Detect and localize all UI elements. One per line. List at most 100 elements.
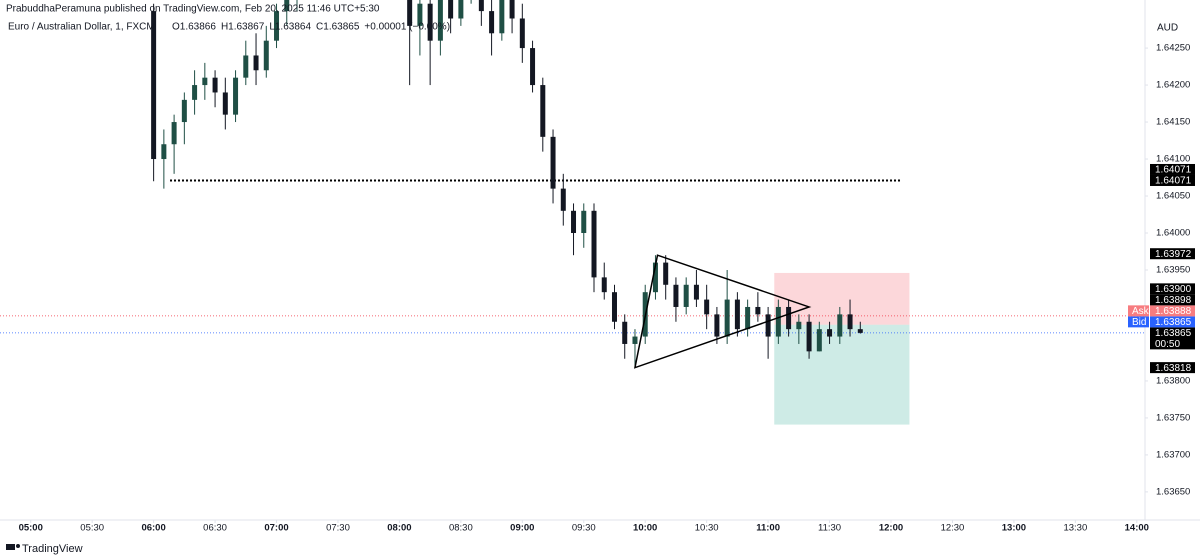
candle-body — [540, 85, 546, 137]
x-tick-label: 13:00 — [1002, 523, 1026, 534]
candle-body — [448, 0, 454, 19]
plot-area — [0, 0, 1145, 425]
candle-body — [581, 210, 587, 234]
candle-body — [427, 3, 433, 41]
ohlc-value: H1.63867 — [221, 22, 265, 33]
candle-body — [693, 284, 699, 300]
x-tick-label: 14:00 — [1125, 523, 1149, 534]
price-label: 1.63865 — [1155, 328, 1192, 339]
y-tick-label: 1.64200 — [1156, 80, 1190, 91]
price-label: 1.63972 — [1155, 249, 1192, 260]
price-label-box — [1150, 174, 1195, 186]
candle-body — [806, 321, 812, 352]
candle-body — [724, 299, 730, 337]
candle-body — [274, 11, 280, 41]
candle-body — [632, 336, 638, 344]
candle-body — [192, 85, 198, 100]
x-tick-label: 08:30 — [449, 523, 473, 534]
candle-body — [489, 11, 495, 34]
candle-body — [714, 314, 720, 337]
price-label: 1.63888 — [1155, 306, 1192, 317]
triangle-pattern — [633, 254, 812, 369]
x-tick-label: 07:30 — [326, 523, 350, 534]
candle-body — [478, 0, 484, 12]
candle-body — [571, 210, 577, 234]
candle-body — [458, 0, 464, 19]
x-tick-label: 11:00 — [756, 523, 780, 534]
price-label-box — [1150, 283, 1195, 295]
price-label-box — [1150, 163, 1195, 175]
candle-body — [704, 299, 710, 315]
ohlc-value: +0.00001 (−0.00%) — [364, 22, 450, 33]
candle-body — [734, 299, 740, 330]
candle-body — [775, 306, 781, 337]
y-tick-label: 1.63800 — [1156, 375, 1190, 386]
candle-body — [827, 329, 833, 337]
footer-logo: TradingView — [6, 543, 83, 555]
x-tick-label: 05:30 — [80, 523, 104, 534]
y-tick-label: 1.64150 — [1156, 117, 1190, 128]
candle-body — [663, 262, 669, 285]
candle-body — [683, 284, 689, 307]
price-label-box — [1150, 248, 1195, 260]
x-tick-label: 13:30 — [1063, 523, 1087, 534]
candle-body — [253, 55, 259, 71]
candle-body — [745, 306, 751, 330]
price-label: 1.63900 — [1155, 284, 1192, 295]
y-tick-label: 1.64100 — [1156, 154, 1190, 165]
candle-body — [437, 0, 443, 41]
price-tag: Ask — [1132, 306, 1150, 317]
price-label: 1.64071 — [1155, 176, 1192, 187]
price-label: 1.64071 — [1155, 165, 1192, 176]
candle-body — [786, 306, 792, 330]
candle-body — [611, 292, 617, 322]
y-tick-label: 1.63750 — [1156, 412, 1190, 423]
candle-body — [837, 314, 843, 337]
price-label: 1.63865 — [1155, 317, 1192, 328]
ohlc-value: L1.63864 — [269, 22, 311, 33]
symbol: Euro / Australian Dollar, 1, FXCM — [8, 22, 155, 33]
candle-body — [550, 136, 556, 189]
x-tick-label: 06:30 — [203, 523, 227, 534]
x-tick-label: 10:00 — [633, 523, 657, 534]
y-tick-label: 1.63700 — [1156, 449, 1190, 460]
target-zone — [774, 324, 910, 425]
publisher: PrabuddhaPeramuna published on TradingVi… — [6, 4, 380, 15]
candle-body — [499, 0, 505, 34]
x-tick-label: 09:00 — [510, 523, 534, 534]
candle-body — [212, 77, 218, 93]
candle-body — [161, 144, 167, 160]
candle-body — [765, 314, 771, 337]
currency: AUD — [1157, 23, 1178, 34]
candle-body — [243, 55, 249, 78]
price-label: 1.63898 — [1155, 295, 1192, 306]
x-tick-label: 05:00 — [19, 523, 43, 534]
candle-body — [519, 18, 525, 49]
candle-body — [857, 329, 863, 333]
candle-body — [151, 11, 157, 160]
y-tick-label: 1.63950 — [1156, 265, 1190, 276]
countdown: 00:50 — [1155, 339, 1180, 350]
price-label: 1.63818 — [1155, 363, 1192, 374]
price-tag-box — [1128, 316, 1149, 328]
y-tick-label: 1.64000 — [1156, 228, 1190, 239]
candle-body — [181, 99, 187, 123]
price-label-box — [1150, 316, 1195, 328]
x-tick-label: 06:00 — [141, 523, 165, 534]
ohlc-value: C1.63865 — [316, 22, 360, 33]
candle-body — [509, 0, 515, 19]
candle-body — [673, 284, 679, 307]
candle-body — [847, 314, 853, 330]
x-tick-label: 08:00 — [387, 523, 411, 534]
candle-body — [222, 92, 228, 115]
price-tag: Bid — [1132, 317, 1146, 328]
x-tick-label: 12:00 — [879, 523, 903, 534]
x-tick-label: 07:00 — [264, 523, 288, 534]
candle-body — [530, 48, 536, 86]
candle-body — [622, 321, 628, 344]
candle-body — [816, 329, 822, 352]
candle-body — [417, 3, 423, 26]
x-tick-label: 12:30 — [941, 523, 965, 534]
price-tag-box — [1128, 305, 1149, 317]
